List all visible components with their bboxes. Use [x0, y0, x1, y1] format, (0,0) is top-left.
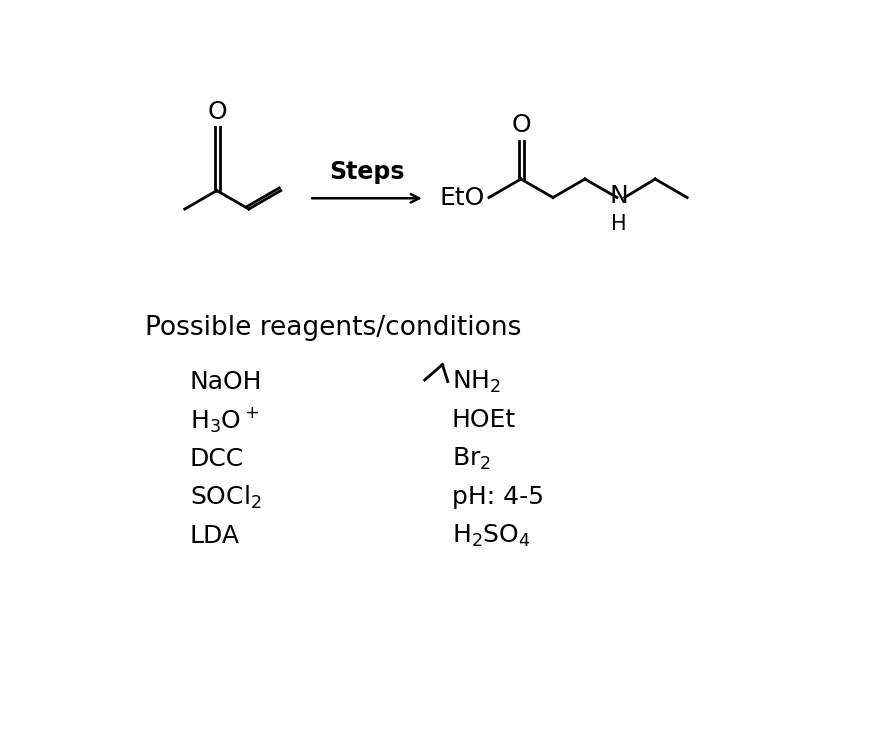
Text: $\mathregular{H_2SO_4}$: $\mathregular{H_2SO_4}$ — [451, 523, 530, 549]
Text: H: H — [611, 214, 627, 234]
Text: DCC: DCC — [190, 446, 244, 470]
Text: N: N — [609, 184, 627, 208]
Text: $\mathregular{SOCl_2}$: $\mathregular{SOCl_2}$ — [190, 483, 261, 510]
Text: NaOH: NaOH — [190, 369, 262, 394]
Text: $\mathregular{NH_2}$: $\mathregular{NH_2}$ — [451, 369, 501, 394]
Text: O: O — [512, 112, 532, 136]
Text: Steps: Steps — [329, 161, 404, 185]
Text: $\mathregular{Br_2}$: $\mathregular{Br_2}$ — [451, 446, 490, 472]
Text: LDA: LDA — [190, 523, 240, 547]
Text: O: O — [208, 100, 227, 124]
Text: HOEt: HOEt — [451, 408, 516, 432]
Text: pH: 4-5: pH: 4-5 — [451, 485, 543, 509]
Text: EtO: EtO — [440, 185, 485, 210]
Text: $\mathregular{H_3O^+}$: $\mathregular{H_3O^+}$ — [190, 406, 259, 434]
Text: Possible reagents/conditions: Possible reagents/conditions — [145, 314, 521, 341]
